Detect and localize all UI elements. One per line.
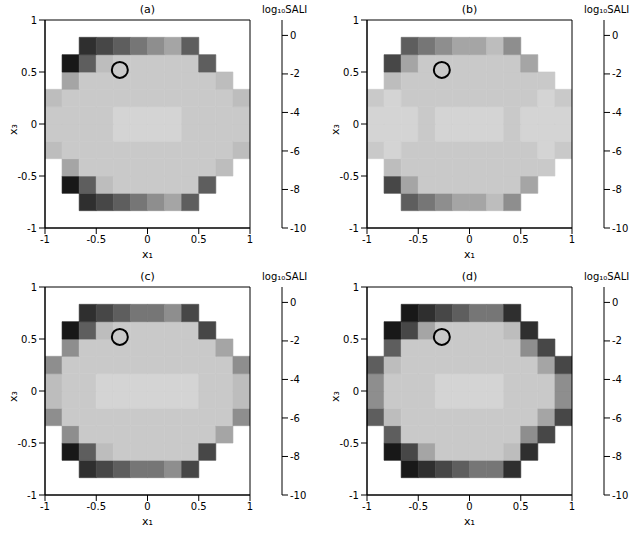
- svg-text:1: 1: [247, 501, 253, 512]
- svg-text:0.5: 0.5: [191, 501, 207, 512]
- html-text:(b): (b): [461, 3, 478, 16]
- html-text:log₁₀SALI: log₁₀SALI: [584, 4, 630, 15]
- html-text:(a): (a): [139, 3, 156, 16]
- svg-text:-2: -2: [290, 335, 300, 346]
- svg-text:0: 0: [353, 119, 359, 130]
- svg-text:x₃: x₃: [329, 391, 342, 402]
- html-text:log₁₀SALI: log₁₀SALI: [584, 271, 630, 282]
- svg-text:0.5: 0.5: [343, 67, 359, 78]
- svg-text:x₃: x₃: [8, 391, 20, 402]
- svg-text:-2: -2: [290, 68, 300, 79]
- svg-text:x₃: x₃: [329, 124, 342, 135]
- svg-text:x₁: x₁: [464, 515, 475, 528]
- svg-text:0.5: 0.5: [513, 501, 529, 512]
- svg-text:-8: -8: [612, 184, 622, 195]
- svg-text:1: 1: [569, 501, 575, 512]
- svg-text:-0.5: -0.5: [339, 438, 359, 449]
- svg-text:x₁: x₁: [142, 515, 153, 528]
- svg-text:-6: -6: [290, 146, 300, 157]
- svg-text:-4: -4: [612, 107, 622, 118]
- svg-text:0: 0: [466, 234, 472, 245]
- svg-text:0: 0: [290, 30, 296, 41]
- svg-text:-6: -6: [612, 146, 622, 157]
- svg-text:1: 1: [353, 15, 359, 26]
- svg-text:-0.5: -0.5: [17, 171, 37, 182]
- svg-text:0: 0: [612, 297, 618, 308]
- svg-text:-1: -1: [40, 501, 50, 512]
- svg-text:0: 0: [612, 30, 618, 41]
- svg-text:-2: -2: [612, 335, 622, 346]
- svg-text:0: 0: [144, 234, 150, 245]
- svg-text:-0.5: -0.5: [86, 234, 106, 245]
- svg-text:-0.5: -0.5: [86, 501, 106, 512]
- svg-text:-2: -2: [612, 68, 622, 79]
- svg-text:0.5: 0.5: [191, 234, 207, 245]
- svg-text:-1: -1: [27, 223, 37, 234]
- svg-text:0: 0: [466, 501, 472, 512]
- svg-text:-10: -10: [612, 490, 628, 501]
- svg-text:-8: -8: [290, 451, 300, 462]
- svg-text:-10: -10: [612, 223, 628, 234]
- svg-text:0: 0: [144, 501, 150, 512]
- svg-text:-4: -4: [290, 107, 300, 118]
- svg-text:-1: -1: [349, 223, 359, 234]
- svg-text:-6: -6: [290, 413, 300, 424]
- svg-text:-4: -4: [290, 374, 300, 385]
- svg-text:-1: -1: [349, 490, 359, 501]
- svg-text:-0.5: -0.5: [339, 171, 359, 182]
- svg-text:-0.5: -0.5: [408, 501, 428, 512]
- svg-text:-1: -1: [40, 234, 50, 245]
- html-text:(d): (d): [461, 270, 478, 283]
- svg-text:0: 0: [290, 297, 296, 308]
- svg-text:-10: -10: [290, 223, 306, 234]
- svg-text:x₁: x₁: [142, 248, 153, 261]
- svg-text:-4: -4: [612, 374, 622, 385]
- svg-text:0.5: 0.5: [513, 234, 529, 245]
- svg-text:-0.5: -0.5: [408, 234, 428, 245]
- svg-text:1: 1: [31, 15, 37, 26]
- svg-text:x₃: x₃: [8, 124, 20, 135]
- svg-text:0.5: 0.5: [21, 334, 37, 345]
- svg-text:-10: -10: [290, 490, 306, 501]
- svg-text:x₁: x₁: [464, 248, 475, 261]
- svg-text:0.5: 0.5: [343, 334, 359, 345]
- html-text:log₁₀SALI: log₁₀SALI: [262, 271, 308, 282]
- html-text:(c): (c): [140, 270, 155, 283]
- svg-text:0.5: 0.5: [21, 67, 37, 78]
- svg-text:-6: -6: [612, 413, 622, 424]
- svg-text:-1: -1: [362, 501, 372, 512]
- svg-text:-8: -8: [290, 184, 300, 195]
- svg-text:-0.5: -0.5: [17, 438, 37, 449]
- svg-text:-1: -1: [362, 234, 372, 245]
- svg-text:1: 1: [31, 282, 37, 293]
- svg-text:-8: -8: [612, 451, 622, 462]
- svg-text:0: 0: [31, 386, 37, 397]
- svg-text:0: 0: [353, 386, 359, 397]
- svg-text:-1: -1: [27, 490, 37, 501]
- svg-text:1: 1: [247, 234, 253, 245]
- svg-text:1: 1: [569, 234, 575, 245]
- svg-text:0: 0: [31, 119, 37, 130]
- html-text:log₁₀SALI: log₁₀SALI: [262, 4, 308, 15]
- svg-text:1: 1: [353, 282, 359, 293]
